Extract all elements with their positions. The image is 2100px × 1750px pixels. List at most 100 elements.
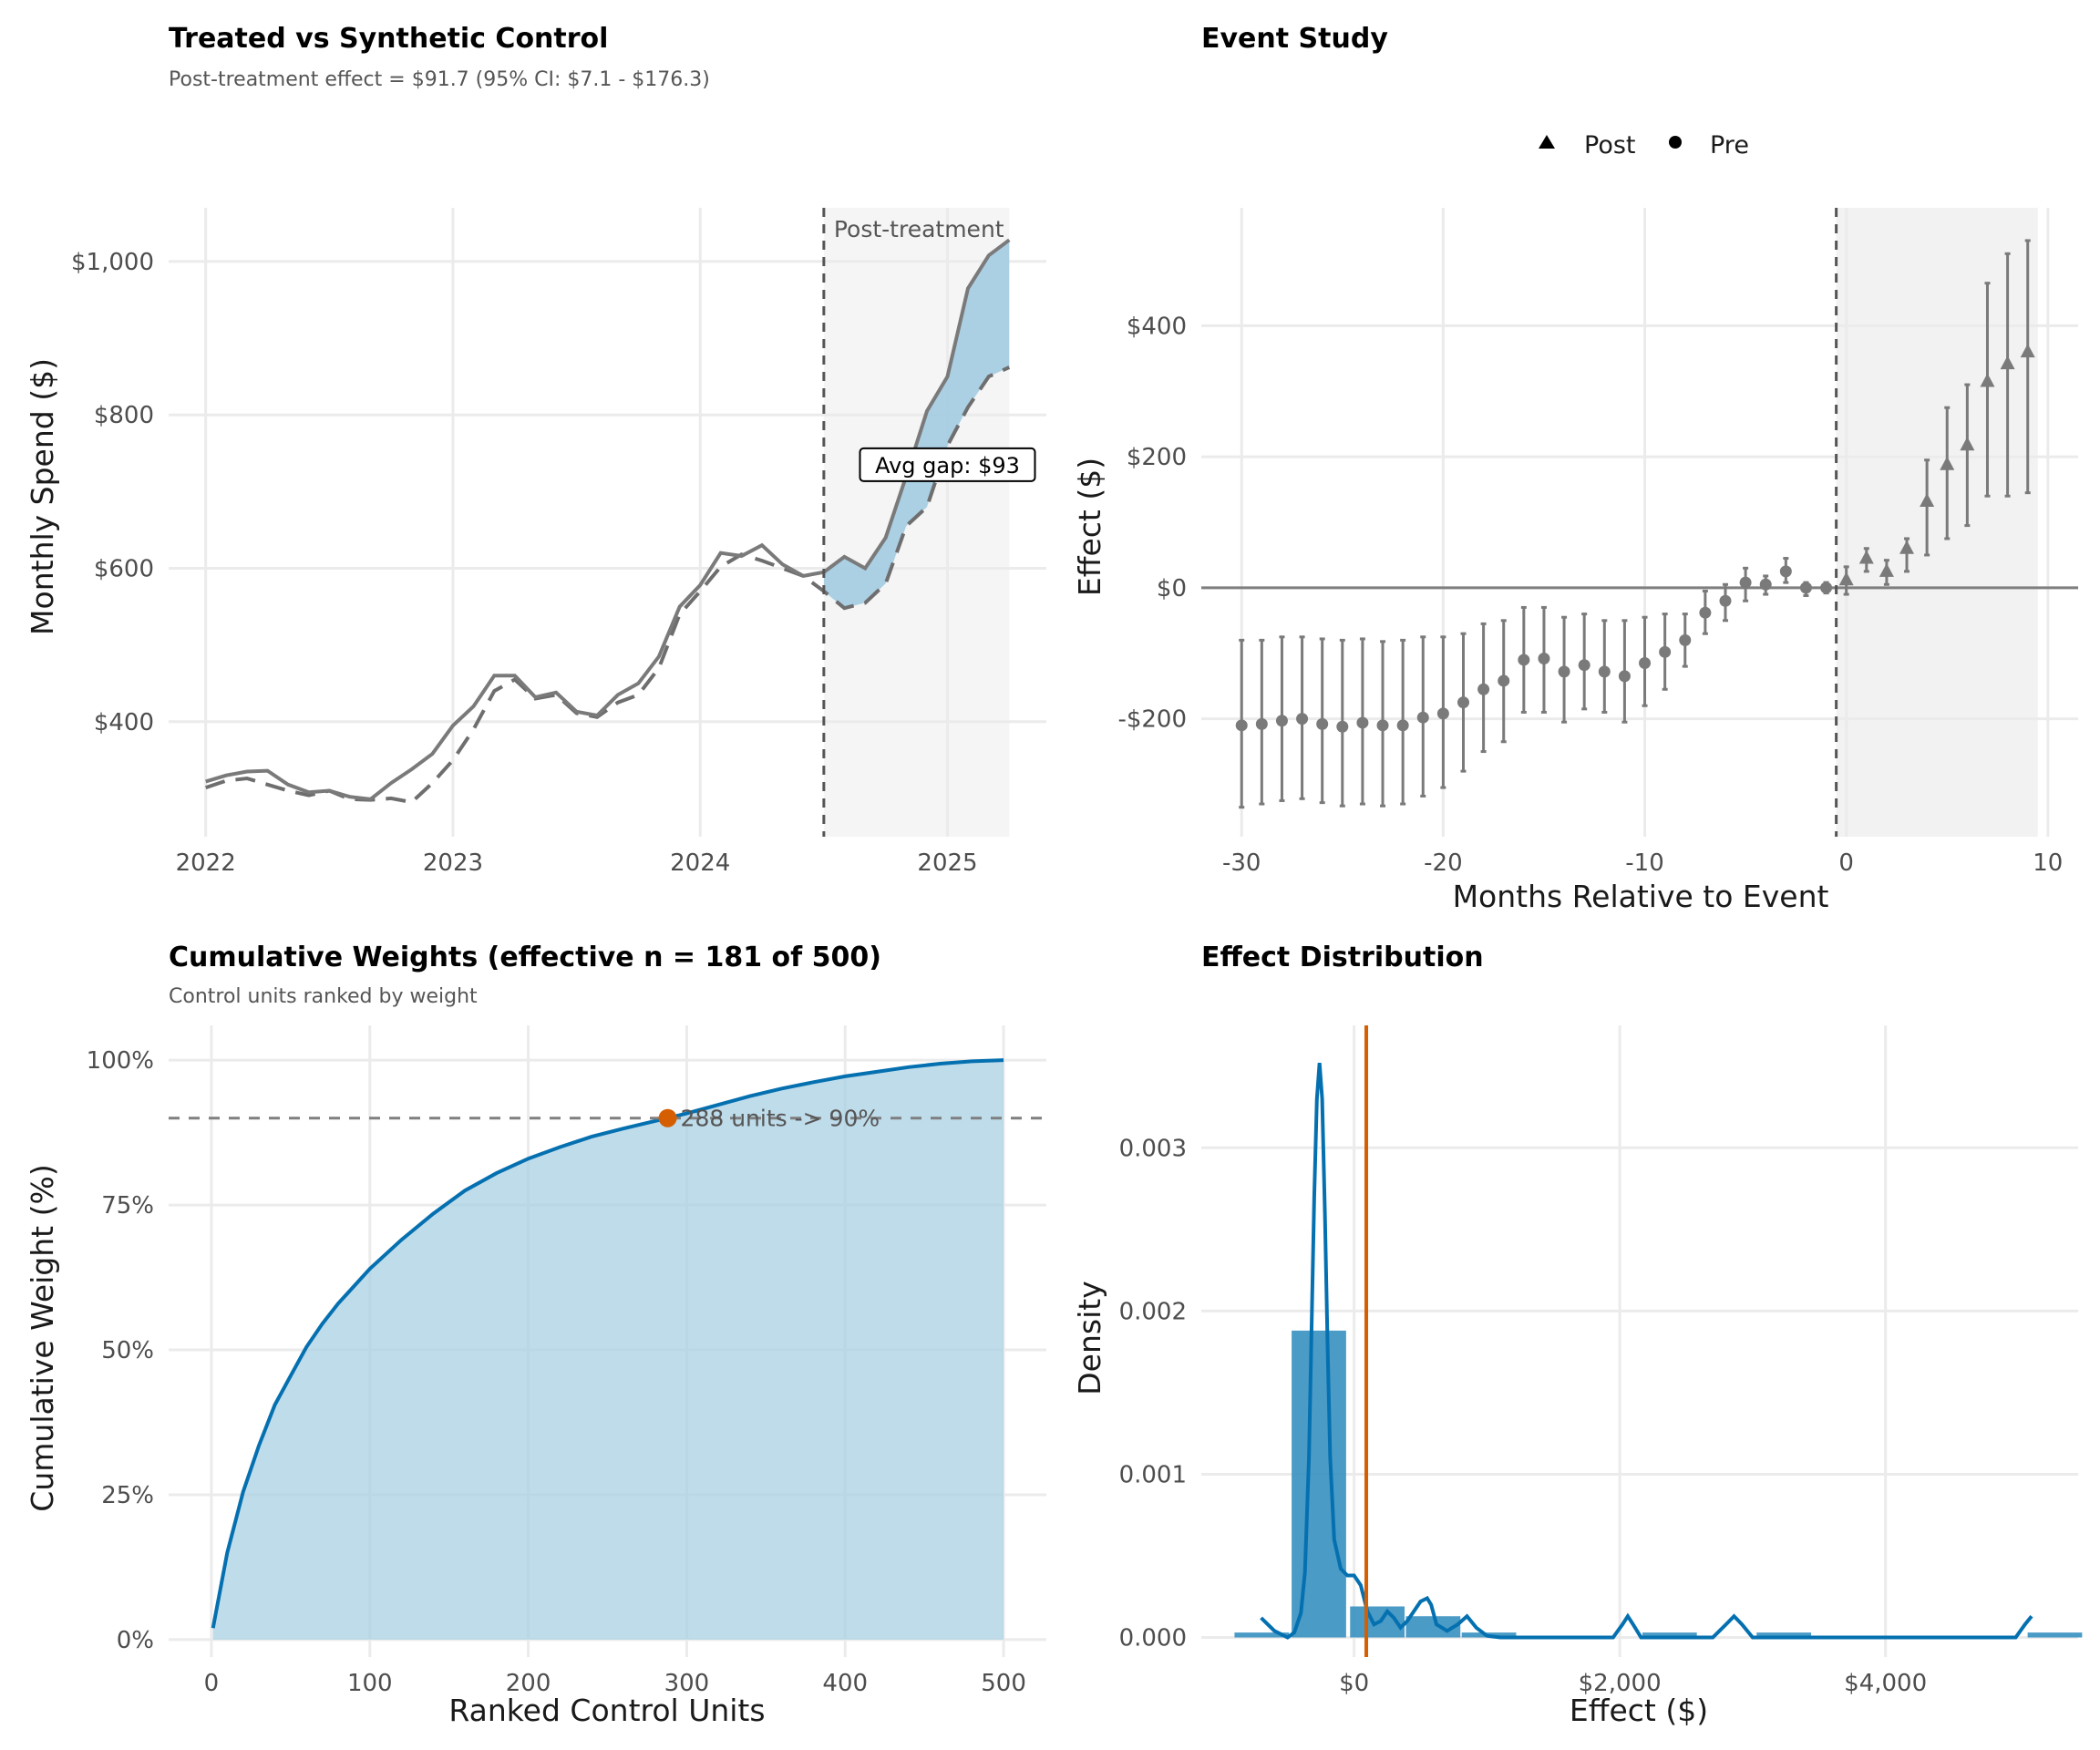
post-point [2020,344,2035,358]
panel2-title: Event Study [1201,23,1388,55]
pre-point [1275,715,1288,727]
panel3-y-tick-label: 0% [117,1627,154,1654]
pre-point [1498,674,1510,687]
panel1-y-tick-label: $600 [94,555,154,582]
panel4-y-tick-label: 0.003 [1119,1135,1187,1162]
ninety-percent-marker [658,1108,677,1127]
panel1-x-tick-label: 2023 [423,849,483,877]
panel2-x-tick-label: -20 [1424,849,1462,877]
post-point [1920,493,1935,507]
panel4-y-tick-label: 0.001 [1119,1461,1187,1488]
panel1-y-tick-label: $400 [94,709,154,736]
cumulative-weight-line [211,1058,1004,1629]
post-point [1858,550,1874,564]
panel1-x-tick-label: 2024 [670,849,730,877]
pre-point [1639,657,1652,670]
legend-pre-label: Pre [1710,131,1749,160]
pre-point [1396,719,1409,732]
pre-point [1356,716,1369,729]
pre-point [1719,594,1732,607]
histogram-bar [1234,1632,1290,1638]
panel4-y-tick-label: 0.000 [1119,1625,1187,1652]
panel2-xlabel: Months Relative to Event [1453,879,1829,914]
panel3-y-tick-label: 100% [87,1047,154,1075]
legend-pre-symbol [1669,136,1682,149]
panel4-xlabel: Effect ($) [1570,1693,1708,1728]
panel3-x-tick-label: 100 [347,1670,393,1697]
legend-post-symbol [1539,135,1555,149]
treated-line [205,238,1011,801]
post-point [1838,571,1854,586]
panel4-x-tick-label: $0 [1339,1670,1369,1697]
panel3-x-tick-label: 400 [822,1670,868,1697]
panel3-y-tick-label: 75% [101,1192,154,1220]
histogram-bar [2027,1632,2083,1638]
pre-point [1739,576,1752,589]
panel3-xlabel: Ranked Control Units [448,1693,765,1728]
post-point [2000,355,2015,370]
cumulative-weight-area [212,1060,1004,1640]
panel1-title: Treated vs Synthetic Control [169,23,608,55]
panel3-ylabel: Cumulative Weight (%) [25,1164,60,1511]
panel3-subtitle: Control units ranked by weight [169,985,478,1008]
panel4-x-tick-label: $2,000 [1579,1670,1662,1697]
pre-point [1820,582,1833,594]
panel1-x-tick-label: 2022 [176,849,236,877]
post-point [1940,456,1955,470]
panel-effect-distribution: Effect Distribution Effect ($) Density $… [1072,942,2083,1728]
histogram-bar [1292,1330,1346,1638]
pre-point [1799,582,1812,594]
histogram-bar [1642,1632,1697,1638]
panel3-x-tick-label: 200 [506,1670,551,1697]
panel1-y-tick-label: $800 [94,402,154,429]
pre-point [1416,711,1429,724]
panel4-ylabel: Density [1072,1281,1107,1395]
pre-point [1336,720,1349,733]
panel3-x-tick-label: 500 [981,1670,1026,1697]
panel2-x-tick-label: -10 [1625,849,1663,877]
pre-point [1558,665,1570,678]
density-curve [1260,1063,2033,1640]
panel2-y-tick-label: $400 [1127,313,1187,340]
pre-point [1296,713,1309,726]
panel2-x-tick-label: 0 [1838,849,1854,877]
pre-point [1457,696,1469,709]
panel4-title: Effect Distribution [1201,942,1484,973]
panel4-x-tick-label: $4,000 [1844,1670,1927,1697]
panel-event-study: Event Study Post Pre Months Relative to … [1072,23,2078,914]
pre-point [1477,683,1490,695]
pre-point [1376,719,1389,732]
pre-point [1436,707,1449,720]
pre-point [1779,565,1792,578]
pre-point [1679,633,1692,646]
pre-point [1316,717,1329,730]
panel1-y-tick-label: $1,000 [71,249,154,276]
panel1-subtitle: Post-treatment effect = $91.7 (95% CI: $… [169,68,710,91]
post-period-shading [1836,208,2038,837]
pre-point [1659,645,1672,658]
treatment-gap-ribbon [823,240,1010,609]
panel4-y-tick-label: 0.002 [1119,1298,1187,1325]
pre-point [1618,670,1631,683]
pre-point [1235,719,1248,732]
pre-point [1518,654,1530,666]
pre-point [1578,659,1590,672]
pre-point [1538,653,1550,664]
panel2-y-tick-label: $200 [1127,444,1187,471]
post-point [1879,562,1894,577]
post-point [1960,437,1975,451]
post-point [1899,540,1915,554]
panel3-title: Cumulative Weights (effective n = 181 of… [169,942,881,973]
pre-point [1255,717,1268,730]
panel1-x-tick-label: 2025 [917,849,977,877]
panel2-y-tick-label: -$200 [1117,706,1187,734]
panel1-ylabel: Monthly Spend ($) [25,358,60,635]
panel2-legend: Post Pre [1539,131,1749,160]
avg-gap-label-box [859,447,1036,482]
panel3-x-tick-label: 0 [204,1670,220,1697]
panel2-y-tick-label: $0 [1157,575,1187,602]
panel3-y-tick-label: 25% [101,1482,154,1509]
panel-treated-vs-synthetic: Treated vs Synthetic Control Post-treatm… [25,23,1046,877]
panel3-y-tick-label: 50% [101,1337,154,1364]
